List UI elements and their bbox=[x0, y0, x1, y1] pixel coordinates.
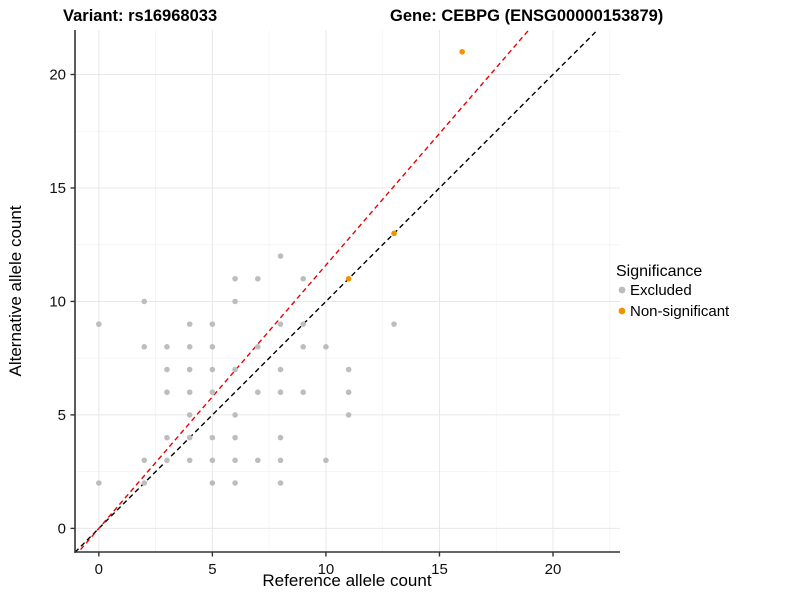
data-point-excluded bbox=[300, 389, 307, 396]
data-point-excluded bbox=[277, 480, 284, 486]
y-tick-label: 20 bbox=[49, 66, 66, 83]
data-point-excluded bbox=[232, 457, 238, 464]
data-point-excluded bbox=[141, 480, 148, 486]
data-point-excluded bbox=[255, 344, 261, 350]
data-point-excluded bbox=[209, 434, 216, 441]
y-tick-label: 15 bbox=[49, 180, 66, 197]
data-point-excluded bbox=[277, 389, 284, 396]
tick-labels: 0 5 10 15 20 0 5 10 15 20 bbox=[49, 66, 561, 578]
data-point-excluded bbox=[164, 389, 170, 396]
data-point-excluded bbox=[96, 480, 102, 486]
data-point-excluded bbox=[164, 434, 170, 441]
legend-title: Significance bbox=[616, 263, 702, 280]
x-tick-label: 15 bbox=[431, 561, 448, 578]
fit-line bbox=[77, 30, 530, 552]
data-point-excluded bbox=[345, 412, 352, 418]
data-point-excluded bbox=[209, 480, 216, 486]
legend-dot-nonsignificant bbox=[618, 307, 626, 315]
y-tick-label: 5 bbox=[58, 407, 66, 424]
data-point-excluded bbox=[209, 366, 216, 373]
data-point-excluded bbox=[186, 321, 193, 327]
data-point-excluded bbox=[277, 457, 284, 464]
legend-label-excluded: Excluded bbox=[630, 282, 692, 299]
data-point-non-significant bbox=[391, 230, 397, 237]
data-point-excluded bbox=[232, 366, 238, 373]
legend: Significance Excluded Non-significant bbox=[616, 263, 730, 320]
data-point-excluded bbox=[277, 366, 284, 373]
data-point-excluded bbox=[323, 344, 329, 350]
data-point-excluded bbox=[300, 344, 307, 350]
data-point-excluded bbox=[186, 389, 193, 396]
data-point-excluded bbox=[141, 298, 148, 305]
data-point-excluded bbox=[255, 389, 261, 396]
data-point-excluded bbox=[277, 434, 284, 441]
data-point-excluded bbox=[232, 434, 238, 441]
data-point-excluded bbox=[255, 275, 261, 282]
y-axis-label: Alternative allele count bbox=[6, 205, 25, 376]
x-tick-label: 20 bbox=[545, 561, 562, 578]
data-point-non-significant bbox=[459, 48, 465, 55]
y-tick-label: 0 bbox=[58, 520, 66, 537]
plot-title-gene: Gene: CEBPG (ENSG00000153879) bbox=[390, 7, 663, 25]
gridlines bbox=[75, 30, 620, 552]
legend-label-nonsignificant: Non-significant bbox=[630, 303, 730, 320]
data-point-excluded bbox=[391, 321, 397, 327]
data-point-excluded bbox=[164, 366, 170, 373]
data-point-excluded bbox=[164, 344, 170, 350]
data-point-excluded bbox=[277, 253, 284, 259]
data-point-excluded bbox=[96, 321, 102, 327]
y-tick-label: 10 bbox=[49, 293, 66, 310]
plot-title-variant: Variant: rs16968033 bbox=[63, 7, 217, 25]
data-point-excluded bbox=[232, 480, 238, 486]
data-point-excluded bbox=[141, 344, 148, 350]
data-point-excluded bbox=[186, 412, 193, 418]
data-point-excluded bbox=[232, 412, 238, 418]
data-point-excluded bbox=[323, 457, 329, 464]
x-tick-label: 0 bbox=[95, 561, 103, 578]
data-point-excluded bbox=[209, 457, 216, 464]
data-point-excluded bbox=[300, 275, 307, 282]
data-point-excluded bbox=[186, 457, 193, 464]
data-point-excluded bbox=[209, 389, 216, 396]
axes bbox=[70, 30, 620, 557]
data-point-excluded bbox=[345, 389, 352, 396]
x-tick-label: 10 bbox=[318, 561, 335, 578]
data-point-excluded bbox=[209, 321, 216, 327]
x-axis-label: Reference allele count bbox=[262, 571, 431, 590]
data-point-excluded bbox=[186, 434, 193, 441]
data-point-excluded bbox=[277, 321, 284, 327]
data-point-excluded bbox=[345, 366, 352, 373]
data-point-excluded bbox=[300, 321, 307, 327]
data-points bbox=[96, 48, 465, 486]
legend-dot-excluded bbox=[618, 286, 626, 294]
data-point-excluded bbox=[164, 457, 170, 464]
data-point-excluded bbox=[186, 366, 193, 373]
data-point-excluded bbox=[186, 344, 193, 350]
data-point-non-significant bbox=[345, 275, 352, 282]
data-point-excluded bbox=[141, 457, 148, 464]
data-point-excluded bbox=[255, 457, 261, 464]
data-point-excluded bbox=[209, 344, 216, 350]
data-point-excluded bbox=[232, 298, 238, 305]
x-tick-label: 5 bbox=[208, 561, 216, 578]
data-point-excluded bbox=[232, 275, 238, 282]
